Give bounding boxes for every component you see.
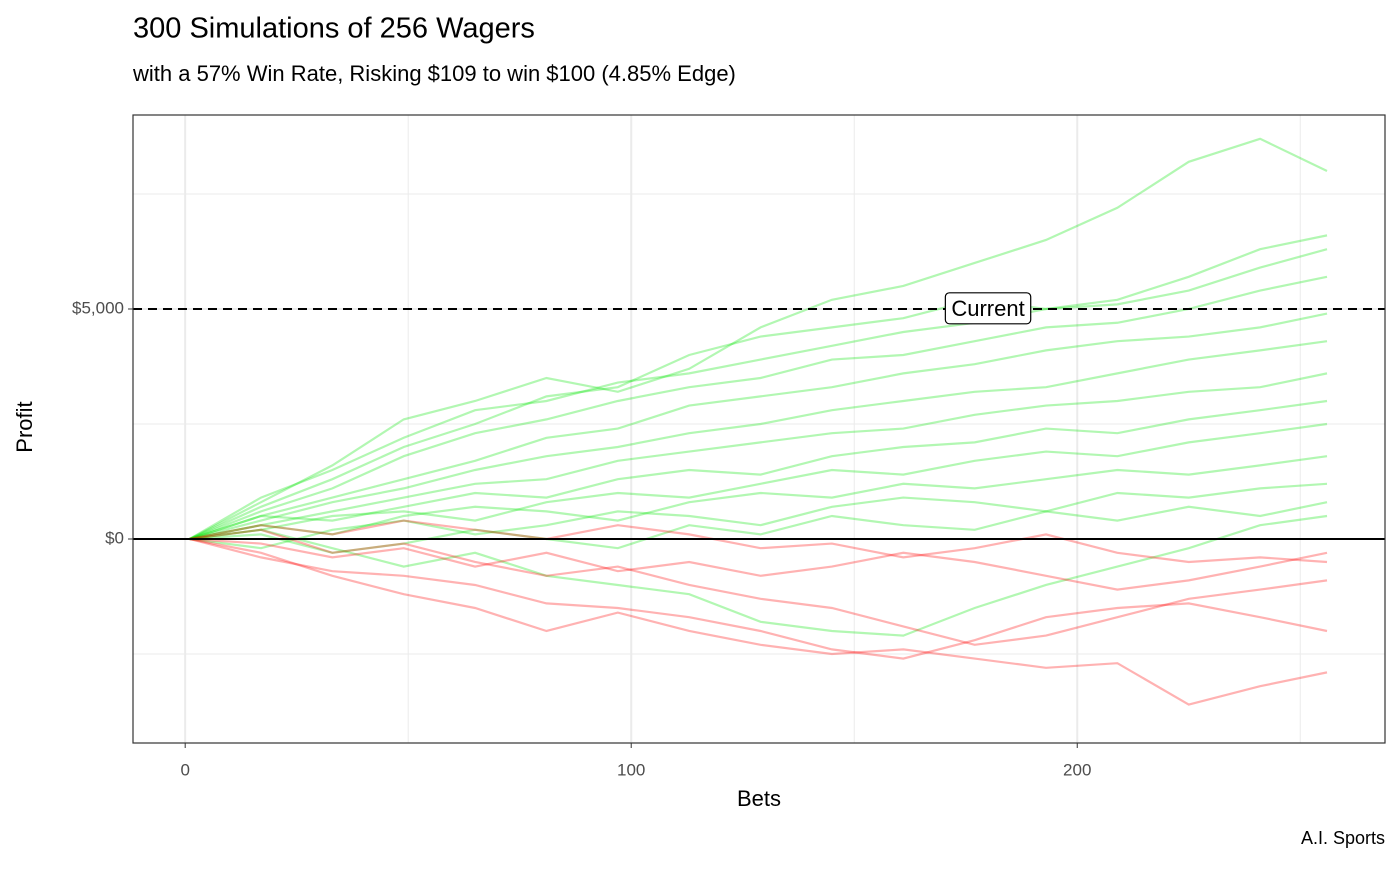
chart-title: 300 Simulations of 256 Wagers <box>133 13 535 45</box>
series-line <box>189 501 1328 554</box>
caption: A.I. Sports <box>1301 828 1385 848</box>
y-tick-label: $0 <box>105 528 124 547</box>
series-line <box>189 514 1328 637</box>
series-line <box>189 537 1328 706</box>
series-line <box>189 234 1328 540</box>
series-line <box>189 137 1328 540</box>
x-tick-label: 200 <box>1063 760 1091 779</box>
series-line <box>189 482 1328 550</box>
series-line <box>189 340 1328 541</box>
y-axis-title: Profit <box>12 401 37 452</box>
chart-subtitle: with a 57% Win Rate, Risking $109 to win… <box>132 61 736 86</box>
series-line <box>189 372 1328 541</box>
series-line <box>189 455 1328 541</box>
x-tick-label: 100 <box>617 760 645 779</box>
y-tick-label: $5,000 <box>72 298 124 317</box>
series-line <box>189 519 1328 564</box>
annotation: Current <box>944 292 1032 325</box>
series-line <box>189 275 1328 541</box>
series-line <box>189 537 1328 660</box>
x-tick-label: 0 <box>180 760 189 779</box>
series-line <box>189 312 1328 541</box>
series-line <box>189 537 1328 591</box>
series-line <box>189 248 1328 540</box>
annotation-box <box>944 292 1032 325</box>
x-axis-title: Bets <box>737 786 781 811</box>
plot-border <box>132 114 1386 744</box>
series-line <box>189 399 1328 541</box>
series-line <box>189 528 1328 646</box>
annotation-label: Current <box>951 296 1024 321</box>
series-line <box>189 422 1328 541</box>
